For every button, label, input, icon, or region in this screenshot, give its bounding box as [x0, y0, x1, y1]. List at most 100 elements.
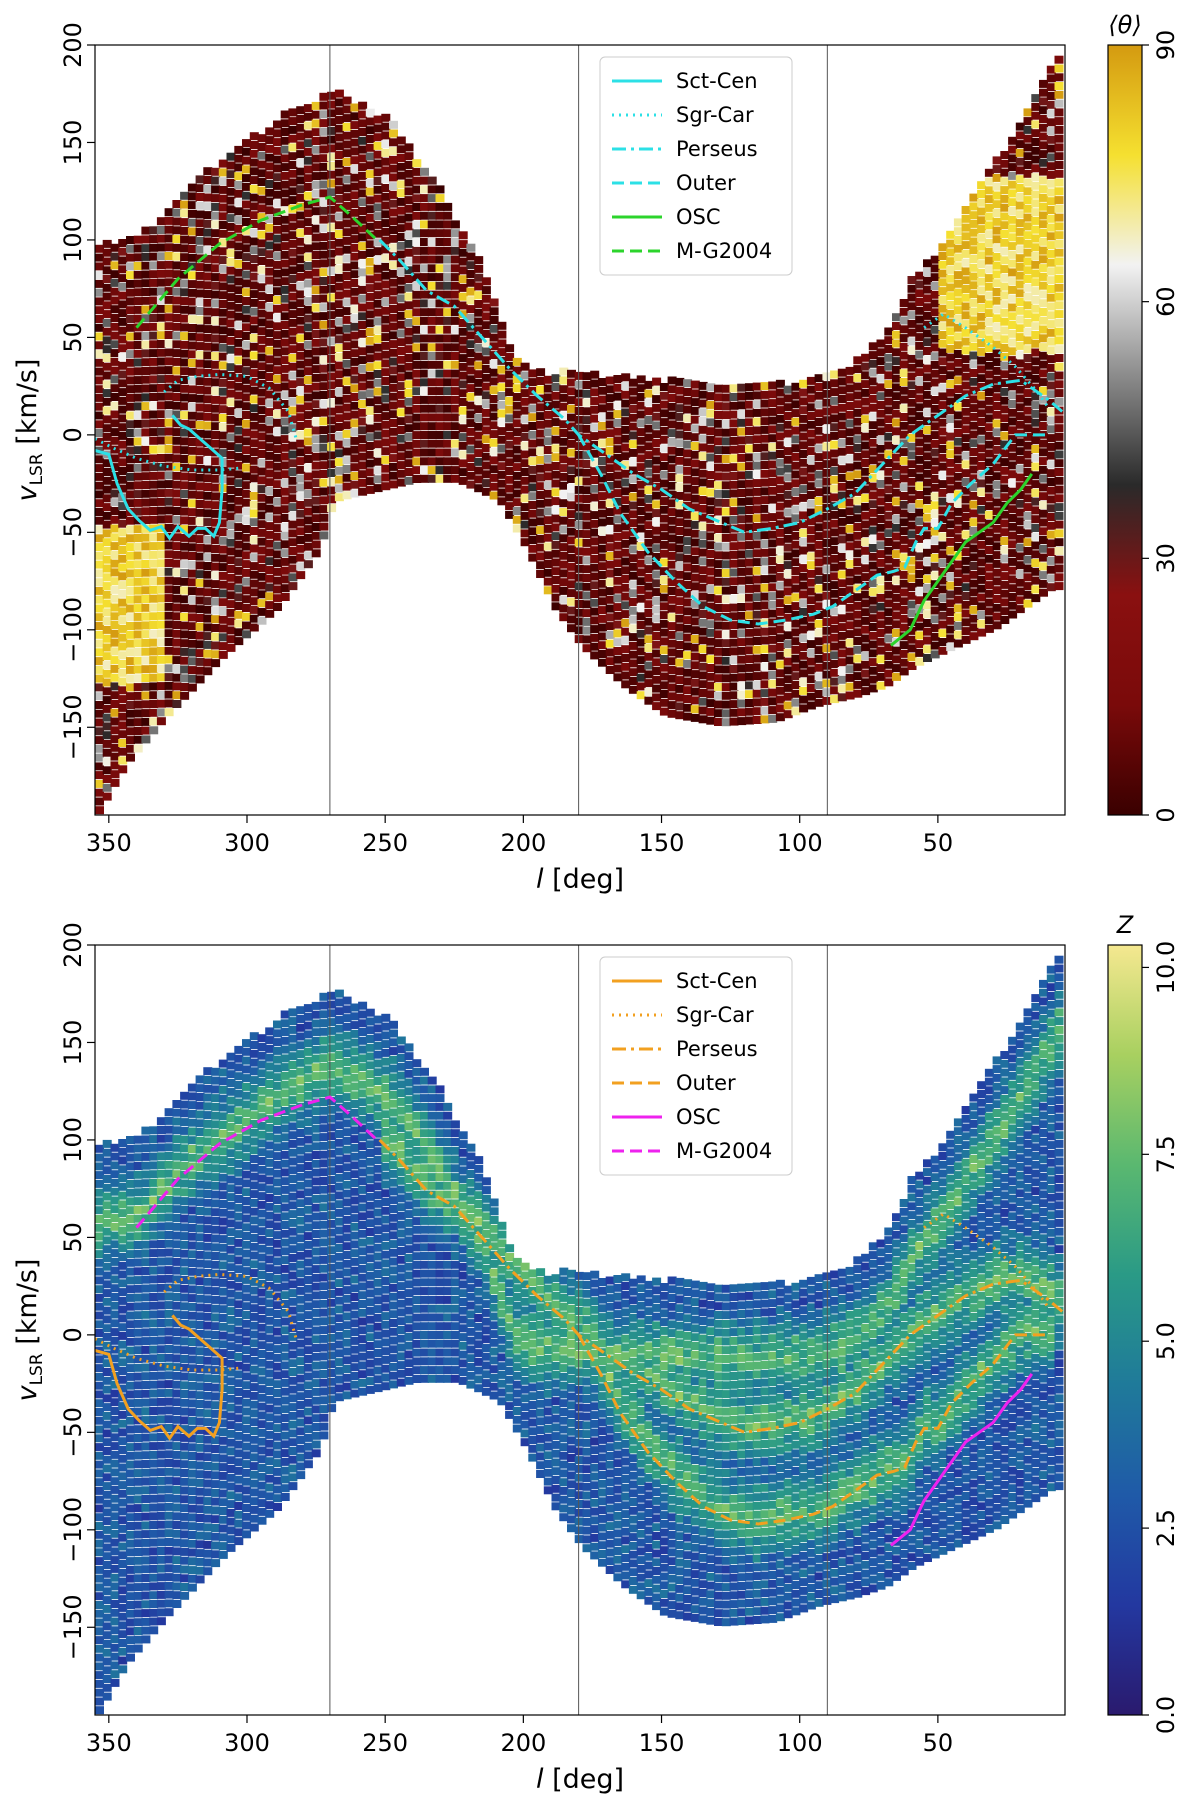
heatmap-cell: [389, 208, 398, 217]
heatmap-cell: [938, 576, 948, 585]
heatmap-cell: [946, 353, 956, 362]
heatmap-cell: [412, 167, 422, 176]
heatmap-cell: [218, 352, 228, 361]
heatmap-cell: [938, 348, 948, 357]
heatmap-cell: [520, 424, 530, 433]
heatmap-cell: [458, 231, 468, 240]
heatmap-cell: [381, 359, 391, 368]
heatmap-cell: [760, 610, 770, 619]
heatmap-cell: [172, 375, 182, 384]
heatmap-cell: [845, 559, 855, 568]
heatmap-cell: [280, 391, 290, 400]
heatmap-cell: [365, 415, 375, 424]
heatmap-cell: [714, 428, 723, 437]
heatmap-cell: [396, 215, 406, 224]
heatmap-cell: [358, 426, 368, 435]
heatmap-cell: [427, 439, 437, 448]
heatmap-cell: [481, 329, 491, 338]
heatmap-cell: [830, 414, 840, 423]
heatmap-cell: [667, 622, 677, 631]
heatmap-cell: [923, 364, 932, 373]
heatmap-cell: [621, 373, 631, 382]
heatmap-cell: [868, 570, 878, 579]
heatmap-cell: [226, 354, 236, 363]
heatmap-cell: [853, 619, 863, 628]
heatmap-cell: [203, 447, 213, 456]
heatmap-cell: [915, 341, 925, 350]
heatmap-cell: [195, 350, 205, 359]
heatmap-cell: [961, 486, 971, 495]
heatmap-cell: [381, 385, 391, 394]
heatmap-cell: [775, 485, 785, 494]
heatmap-cell: [381, 122, 391, 131]
heatmap-cell: [892, 348, 901, 357]
heatmap-cell: [505, 458, 515, 467]
heatmap-cell: [969, 404, 979, 413]
heatmap-cell: [861, 616, 871, 625]
heatmap-cell: [923, 583, 932, 592]
heatmap-cell: [930, 475, 940, 483]
heatmap-cell: [95, 665, 104, 674]
heatmap-cell: [180, 569, 190, 577]
heatmap-cell: [195, 421, 205, 429]
heatmap-cell: [319, 531, 329, 540]
heatmap-cell: [938, 629, 948, 638]
heatmap-cell: [412, 448, 422, 457]
heatmap-cell: [303, 218, 313, 227]
heatmap-cell: [280, 119, 290, 128]
heatmap-cell: [187, 297, 197, 306]
heatmap-cell: [149, 463, 159, 472]
heatmap-cell: [915, 306, 925, 315]
heatmap-cell: [95, 551, 104, 560]
heatmap-cell: [389, 234, 398, 243]
heatmap-cell: [814, 444, 824, 453]
heatmap-cell: [141, 621, 151, 630]
heatmap-cell: [280, 233, 290, 242]
heatmap-cell: [280, 557, 290, 566]
heatmap-cell: [644, 530, 654, 538]
heatmap-cell: [126, 315, 135, 323]
heatmap-cell: [141, 463, 151, 472]
heatmap-cell: [218, 326, 228, 335]
heatmap-cell: [783, 710, 793, 719]
heatmap-cell: [280, 347, 290, 356]
heatmap-cell: [164, 681, 174, 690]
heatmap-cell: [141, 498, 151, 507]
heatmap-cell: [497, 330, 507, 339]
heatmap-cell: [327, 398, 337, 407]
heatmap-cell: [149, 726, 159, 735]
heatmap-cell: [984, 239, 994, 247]
heatmap-cell: [257, 502, 267, 511]
heatmap-cell: [110, 621, 120, 629]
heatmap-cell: [760, 592, 770, 601]
heatmap-cell: [984, 572, 994, 581]
heatmap-cell: [234, 189, 244, 198]
heatmap-cell: [249, 518, 259, 527]
heatmap-cell: [257, 423, 267, 432]
heatmap-cell: [95, 674, 104, 683]
heatmap-cell: [404, 389, 414, 398]
heatmap-cell: [613, 524, 623, 533]
heatmap-cell: [930, 650, 940, 659]
heatmap-cell: [652, 544, 662, 553]
heatmap-cell: [644, 652, 654, 661]
heatmap-cell: [180, 595, 190, 604]
heatmap-cell: [443, 343, 453, 352]
heatmap-cell: [149, 393, 159, 401]
heatmap-cell: [806, 403, 816, 412]
heatmap-cell: [899, 421, 909, 430]
heatmap-cell: [984, 440, 994, 449]
heatmap-cell: [164, 673, 174, 682]
heatmap-cell: [845, 682, 855, 691]
heatmap-cell: [203, 325, 213, 334]
heatmap-cell: [946, 432, 956, 441]
heatmap-cell: [110, 428, 120, 437]
heatmap-cell: [311, 242, 321, 251]
heatmap-cell: [280, 400, 290, 408]
heatmap-cell: [218, 159, 228, 168]
heatmap-cell: [714, 498, 723, 507]
heatmap-cell: [683, 712, 693, 721]
heatmap-cell: [334, 133, 344, 142]
heatmap-cell: [961, 592, 971, 600]
heatmap-cell: [358, 400, 368, 408]
